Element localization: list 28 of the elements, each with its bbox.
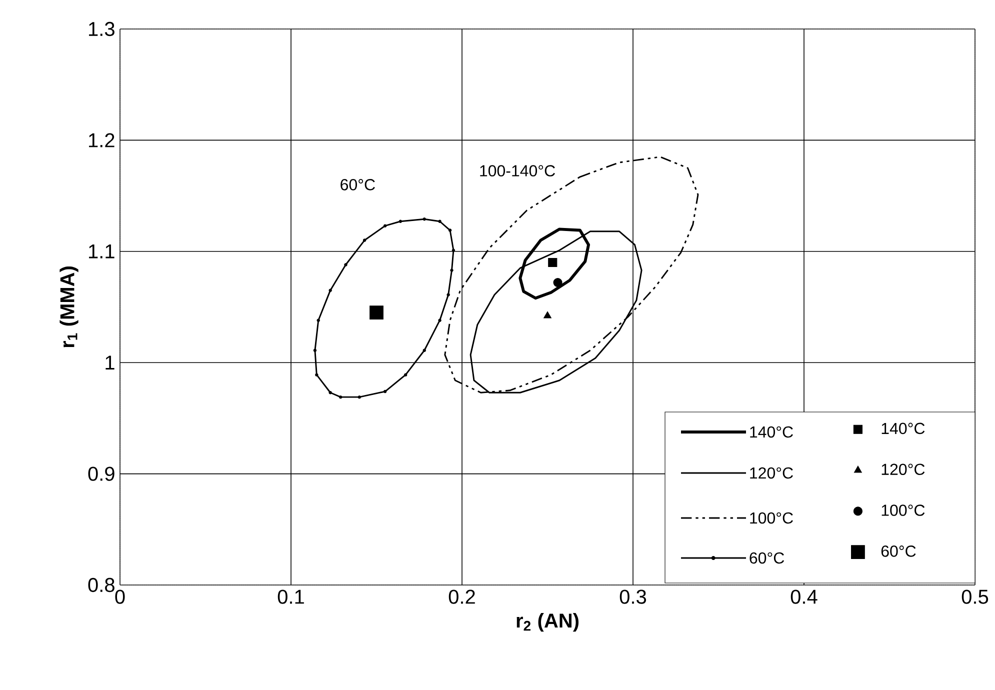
x-tick-label: 0.1 (278, 590, 304, 604)
annotation: 100°C (750, 512, 793, 524)
point (544, 311, 552, 318)
point (553, 278, 562, 288)
annotation: 100-140°C (480, 165, 555, 176)
y-axis-title: r$_{1}$ (MMA) (60, 266, 78, 348)
x-tick-label: 0.5 (962, 590, 988, 604)
legend-label: 120°C (882, 464, 925, 476)
y-tick-label: 0.8 (88, 578, 114, 592)
y-tick-label: 1.1 (89, 244, 114, 258)
y-tick-label: 0.9 (88, 466, 114, 481)
legend-label: 100°C (882, 504, 925, 516)
x-tick-label: 0.4 (790, 590, 818, 604)
legend-label: 140°C (882, 422, 925, 434)
point (548, 258, 558, 268)
annotation: 140°C (750, 426, 793, 438)
x-axis-title: r$_{2}$ (AN) (516, 613, 578, 632)
annotation: 120°C (750, 467, 793, 479)
x-tick-label: 0.2 (448, 590, 475, 604)
annotation: 60°C (750, 552, 784, 564)
point (370, 306, 384, 320)
y-tick-label: 1 (106, 356, 114, 370)
legend-label: 60°C (881, 546, 916, 557)
y-tick-label: 1.3 (89, 22, 114, 36)
x-tick-label: 0.3 (620, 590, 646, 604)
y-tick-label: 1.2 (89, 133, 114, 148)
annotation: 60°C (340, 179, 375, 190)
x-tick-label: 0 (115, 590, 125, 604)
